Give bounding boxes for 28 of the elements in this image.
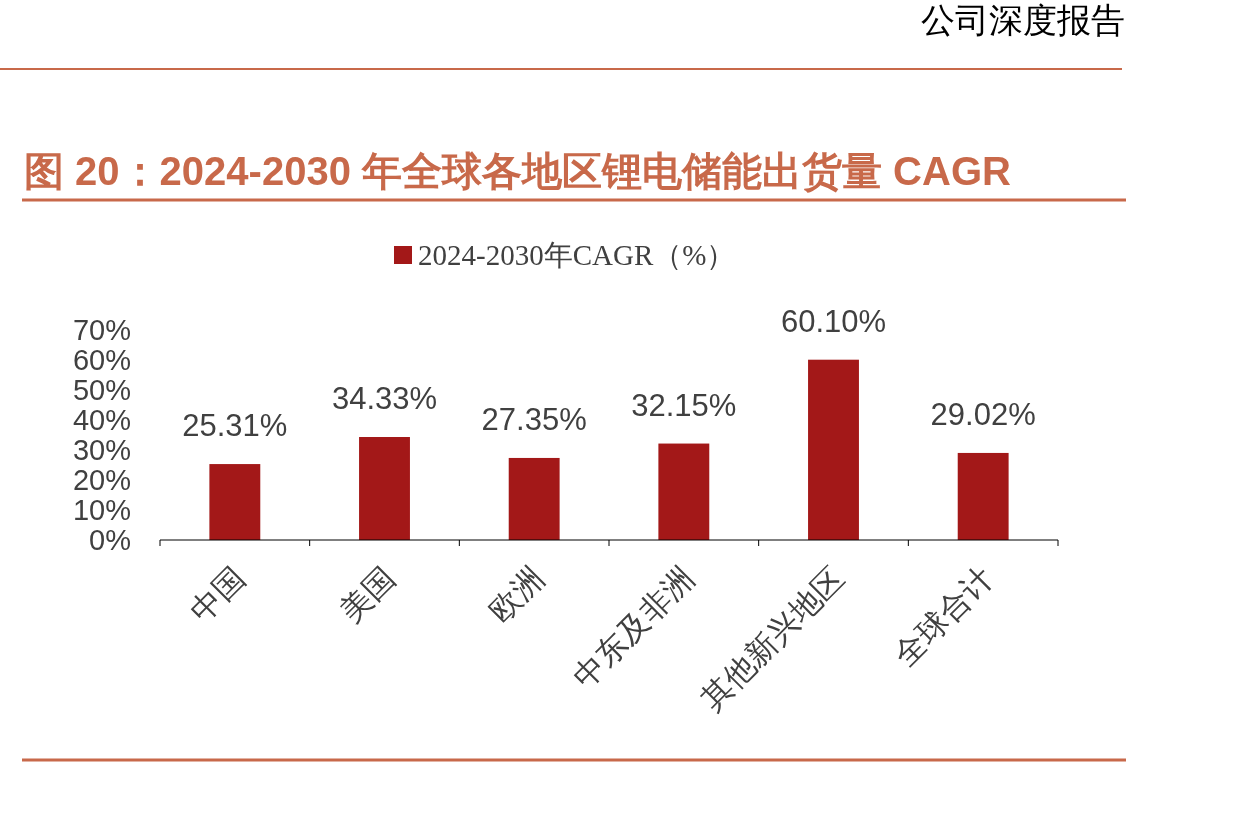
legend-label: 2024-2030年CAGR（%）: [418, 239, 736, 271]
text: 公司深度报告: [921, 2, 1125, 39]
bar: [359, 437, 410, 540]
y-tick-label: 30%: [72, 434, 131, 466]
x-tick-label: 欧洲: [482, 560, 552, 629]
bar: [508, 457, 560, 540]
data-label: 27.35%: [481, 401, 587, 437]
bar: [808, 359, 859, 540]
data-label: 60.10%: [780, 303, 887, 339]
y-tick-label: 0%: [89, 524, 131, 556]
bar: [957, 452, 1009, 540]
data-label: 34.33%: [331, 381, 438, 417]
chart-title: 图 20：2024-2030 年全球各地区锂电储能出货量 CAGR: [24, 149, 1012, 193]
data-label: 32.15%: [631, 387, 737, 423]
x-tick-label: 中东及非洲: [566, 560, 701, 695]
bar: [209, 464, 261, 540]
y-tick-label: 40%: [72, 404, 131, 436]
y-tick-label: 20%: [72, 464, 131, 496]
x-tick-label: 中国: [183, 560, 252, 629]
bar: [658, 443, 710, 540]
data-label: 29.02%: [930, 396, 1036, 432]
y-tick-label: 50%: [72, 374, 131, 406]
y-tick-label: 60%: [72, 344, 131, 376]
data-label: 25.31%: [182, 408, 288, 444]
y-tick-label: 70%: [72, 314, 131, 346]
y-tick-label: 10%: [72, 494, 131, 526]
x-tick-label: 美国: [332, 560, 402, 629]
x-tick-label: 全球合计: [887, 560, 1001, 673]
